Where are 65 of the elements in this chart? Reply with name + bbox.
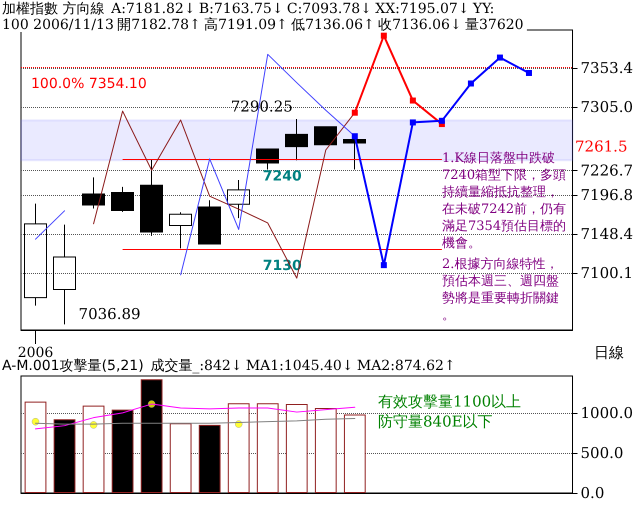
text: MA2:874.62↑ bbox=[356, 358, 456, 374]
point bbox=[468, 80, 474, 87]
chart-title: A-M.001攻擊量(5,21) bbox=[2, 358, 144, 374]
point bbox=[352, 133, 358, 140]
candlestick bbox=[227, 180, 250, 219]
point bbox=[410, 98, 416, 104]
bar bbox=[344, 414, 366, 493]
bar bbox=[314, 408, 337, 493]
annotation: 收7136.06↓ bbox=[378, 17, 462, 33]
candlestick bbox=[24, 203, 47, 306]
candlestick bbox=[314, 126, 337, 146]
bar bbox=[170, 423, 192, 493]
annotation: 開7182.78↑ bbox=[117, 17, 201, 33]
annotation: 100 2006/11/13 bbox=[2, 17, 114, 33]
point bbox=[438, 118, 445, 124]
candlestick bbox=[285, 118, 308, 161]
y-tick-label: 1000.0 bbox=[580, 404, 634, 422]
text: C:7093.78↓ bbox=[286, 1, 372, 17]
annotation: 高7191.09↑ bbox=[204, 17, 288, 33]
y-tick-label: 0.0 bbox=[580, 484, 604, 502]
point bbox=[32, 418, 40, 426]
text: 成交量_:842↓ bbox=[150, 358, 243, 374]
bar bbox=[228, 403, 250, 493]
text: XX:7195.07↓ bbox=[375, 1, 470, 17]
annotation: 防守量840E以下 bbox=[378, 412, 493, 430]
y-tick-label: 7353.4 bbox=[580, 58, 634, 77]
annotation: 低7136.06↑ bbox=[291, 17, 375, 33]
text: YY: bbox=[472, 1, 494, 17]
bar bbox=[256, 403, 279, 493]
candlestick bbox=[53, 224, 76, 325]
y-tick-label: 7100.1 bbox=[580, 264, 634, 282]
annotation: 7036.89 bbox=[78, 304, 141, 323]
candlestick bbox=[111, 186, 134, 212]
y-tick-label: 7226.7 bbox=[580, 162, 634, 180]
text: A:7181.82↓ bbox=[110, 1, 196, 17]
candlestick bbox=[169, 212, 192, 249]
point bbox=[380, 262, 387, 268]
candlestick bbox=[140, 158, 163, 236]
annotation: 2.根據方向線特性，預估本週三、週四盤勢將是重要轉折關鍵。 bbox=[442, 256, 559, 323]
x-tick-label: 2006 bbox=[18, 345, 54, 361]
y-tick-label: 7196.8 bbox=[580, 186, 634, 204]
y-tick-label: 7305.0 bbox=[580, 98, 634, 116]
point bbox=[496, 54, 503, 61]
text: 7261.5 bbox=[575, 138, 628, 156]
bar bbox=[24, 402, 46, 493]
ref-line-label: 7240 bbox=[262, 168, 302, 185]
y-tick-label: 500.0 bbox=[580, 444, 624, 462]
point bbox=[410, 119, 416, 126]
y-tick-label: 7148.4 bbox=[580, 225, 634, 243]
point bbox=[526, 70, 532, 76]
point bbox=[380, 32, 387, 39]
annotation: 有效攻擊量1100以上 bbox=[378, 392, 522, 410]
annotation: 量37620 bbox=[465, 17, 524, 33]
text: MA1:1045.40↓ bbox=[246, 358, 354, 374]
text: B:7163.75↓ bbox=[198, 1, 284, 17]
ref-line-label: 100.0% 7354.10 bbox=[31, 76, 147, 92]
point bbox=[352, 110, 358, 116]
annotation: 1.K線日落盤中跌破7240箱型下限，多頭持續量縮抵抗整理，在未破7242前，仍有滿足7354預估目標的機會。 bbox=[442, 151, 566, 251]
bar bbox=[82, 406, 104, 493]
candlestick bbox=[82, 176, 105, 209]
candlestick bbox=[256, 148, 279, 170]
chart-title: 加權指數 方向線 bbox=[2, 1, 104, 17]
text: 日線 bbox=[594, 344, 624, 362]
candlestick bbox=[198, 200, 221, 245]
bar bbox=[286, 404, 308, 493]
